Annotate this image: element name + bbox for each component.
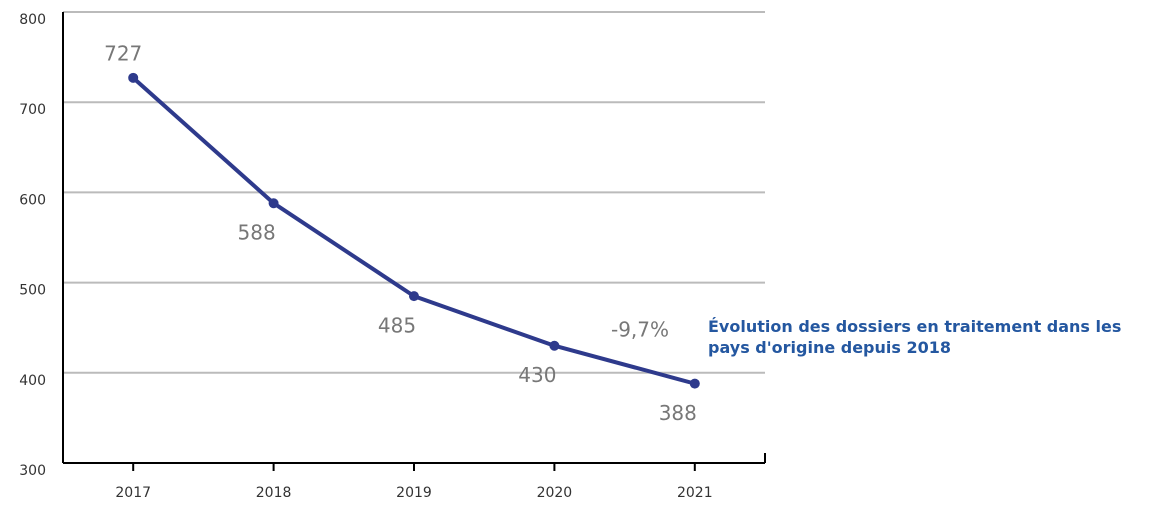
data-label: 388 bbox=[659, 401, 697, 425]
x-tick-label: 2017 bbox=[115, 485, 151, 501]
y-tick-label: 300 bbox=[19, 463, 46, 479]
data-point bbox=[689, 378, 700, 389]
data-point bbox=[549, 340, 560, 351]
x-tick-label: 2018 bbox=[256, 485, 292, 501]
y-tick-label: 600 bbox=[19, 192, 46, 208]
data-label: 430 bbox=[518, 363, 556, 387]
y-tick-label: 500 bbox=[19, 283, 46, 299]
data-label: 485 bbox=[378, 314, 416, 338]
data-label: 588 bbox=[238, 221, 276, 245]
annotation: -9,7% bbox=[611, 318, 669, 342]
data-point bbox=[409, 291, 419, 302]
y-tick-label: 800 bbox=[19, 12, 46, 28]
x-tick-label: 2019 bbox=[396, 485, 432, 501]
data-label: 727 bbox=[104, 41, 142, 65]
chart-title: Évolution des dossiers en traitement dan… bbox=[708, 317, 1122, 357]
x-tick-label: 2020 bbox=[537, 485, 573, 501]
data-point bbox=[268, 198, 279, 209]
y-tick-label: 400 bbox=[19, 373, 46, 389]
data-point bbox=[128, 72, 139, 83]
x-tick-label: 2021 bbox=[677, 485, 713, 501]
y-tick-label: 700 bbox=[19, 102, 46, 118]
